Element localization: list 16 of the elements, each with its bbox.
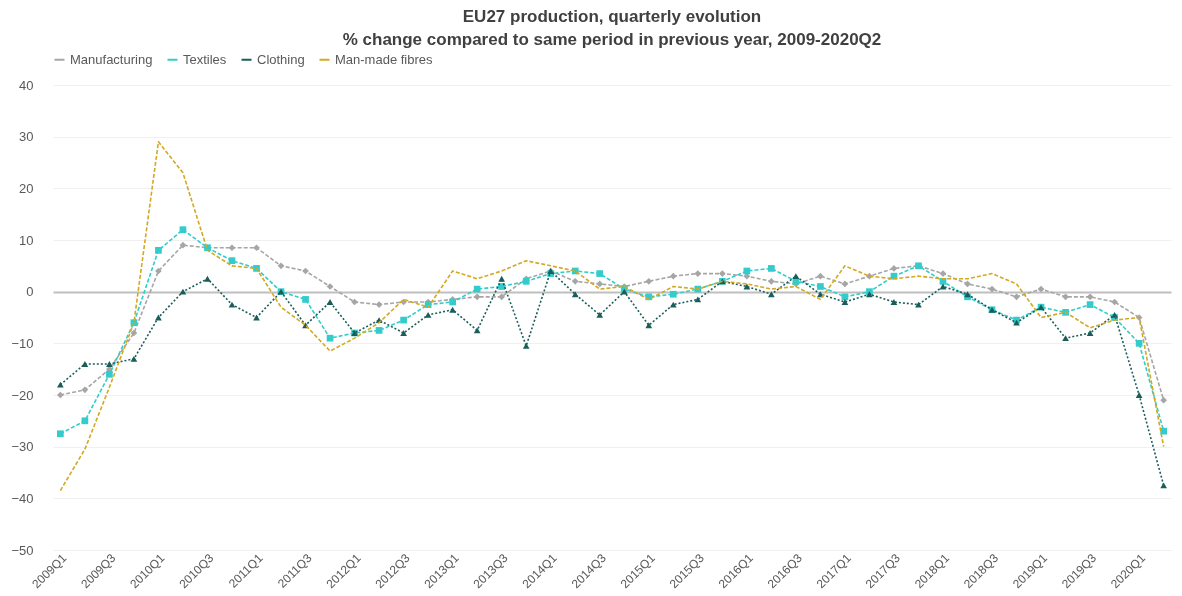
chart-title: EU27 production, quarterly evolution [462,7,762,26]
legend-label: Man-made fibres [335,51,434,67]
y-tick-label: −10 [11,335,34,351]
y-tick-label: 30 [19,129,34,145]
y-tick-label: −50 [11,542,34,558]
y-tick-label: −40 [11,490,34,506]
y-tick-label: 10 [19,232,34,248]
legend-label: Manufacturing [70,51,153,67]
y-tick-label: −20 [11,387,34,403]
legend-label: Textiles [183,51,227,67]
y-tick-label: −30 [11,439,34,455]
y-tick-label: 20 [19,180,34,196]
chart-subtitle: % change compared to same period in previous year, 2009-2020Q2 [342,30,882,49]
y-tick-label: 40 [19,77,34,93]
y-tick-label: 0 [26,284,34,300]
legend-label: Clothing [257,51,305,67]
